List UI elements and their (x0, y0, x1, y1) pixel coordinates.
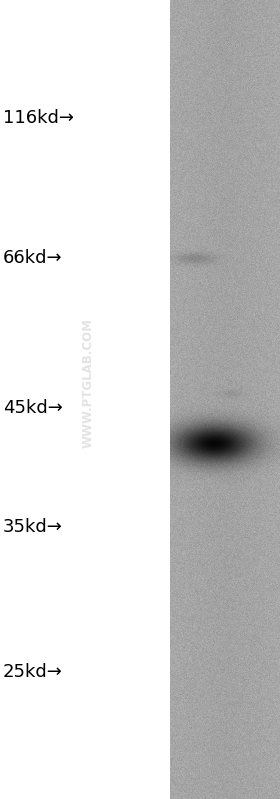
Text: 25kd→: 25kd→ (3, 663, 63, 681)
Text: WWW.PTGLAB.COM: WWW.PTGLAB.COM (81, 319, 94, 448)
Text: 116kd→: 116kd→ (3, 109, 74, 127)
Text: 35kd→: 35kd→ (3, 518, 63, 536)
Text: 66kd→: 66kd→ (3, 249, 63, 267)
Text: 45kd→: 45kd→ (3, 399, 63, 417)
